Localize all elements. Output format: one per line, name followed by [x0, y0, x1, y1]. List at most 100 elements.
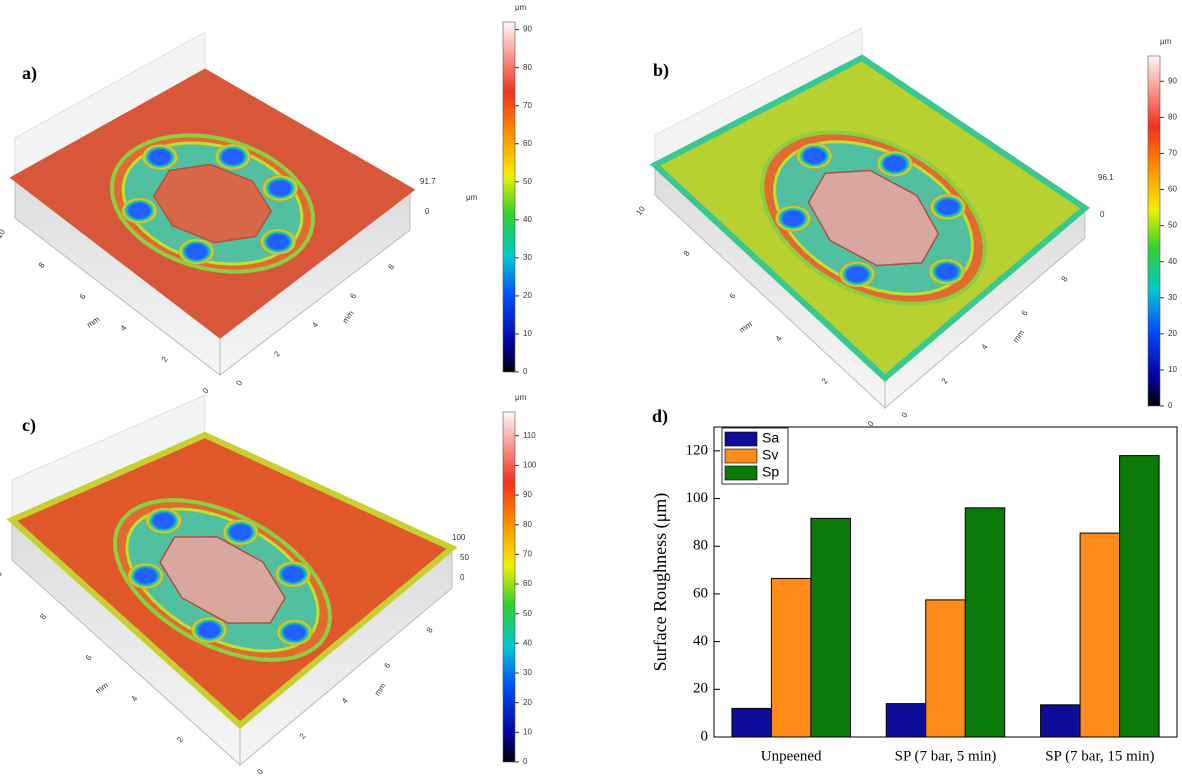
bar: [1080, 533, 1120, 737]
bar: [732, 708, 772, 737]
axis-tick-label: 4: [774, 334, 784, 343]
dimple: [277, 620, 313, 646]
colorbar-tick-label: 90: [1168, 76, 1177, 85]
bar: [771, 578, 811, 737]
colorbar-tick-label: 40: [523, 638, 532, 647]
axis-tick-label: 10: [0, 227, 7, 240]
dimple: [223, 519, 259, 545]
axis-tick-label: 4: [340, 696, 350, 705]
dimple: [796, 143, 832, 169]
dimple: [839, 261, 875, 287]
legend-label: Sp: [762, 464, 779, 480]
axis-tick-label: 4: [980, 342, 990, 351]
z-label: 50: [460, 553, 469, 562]
axis-tick-label: 6: [84, 653, 94, 662]
axis-tick-label: 4: [130, 694, 140, 703]
axis-unit: mm: [85, 314, 101, 329]
colorbar-tick-label: 40: [523, 215, 532, 224]
dimple: [775, 205, 811, 231]
axis-tick-label: 2: [820, 376, 830, 385]
axis-tick-label: 6: [382, 661, 392, 670]
axis-unit: mm: [94, 680, 110, 695]
x-tick-label: SP (7 bar, 5 min): [895, 748, 997, 764]
colorbar-tick-label: 60: [523, 139, 532, 148]
axis-unit: mm: [373, 681, 388, 697]
dimple: [128, 563, 164, 589]
colorbar-tick-label: 90: [523, 490, 532, 499]
x-tick-label: Unpeened: [761, 748, 822, 764]
colorbar-unit: μm: [515, 3, 527, 12]
colorbar-tick-label: 30: [523, 253, 532, 262]
z-label: 0: [1100, 210, 1105, 219]
colorbar-tick-label: 50: [523, 609, 532, 618]
axis-tick-label: 8: [1060, 274, 1070, 283]
axis-tick-label: 8: [682, 249, 692, 258]
axis-tick-label: 10: [634, 204, 647, 217]
bar: [811, 518, 851, 737]
axis-tick-label: 2: [272, 349, 282, 358]
axis-tick-label: 0: [201, 386, 211, 395]
axis-tick-label: 8: [37, 260, 47, 269]
z-unit: μm: [466, 193, 478, 202]
dimple: [191, 617, 227, 643]
bar: [1120, 456, 1160, 737]
y-tick-label: 100: [686, 490, 709, 506]
colorbar-tick-label: 0: [1168, 401, 1173, 410]
colorbar-tick-label: 0: [523, 757, 528, 766]
colorbar: [503, 22, 515, 372]
dimple: [260, 229, 296, 255]
z-label: 100: [452, 533, 466, 542]
dimple: [877, 151, 913, 177]
colorbar-tick-label: 10: [1168, 365, 1177, 374]
colorbar-tick-label: 70: [523, 549, 532, 558]
z-label: 91.7: [420, 177, 436, 186]
colorbar-tick-label: 90: [523, 25, 532, 34]
dimple: [929, 259, 965, 285]
panel-label: d): [652, 406, 668, 427]
colorbar-unit: μm: [1160, 37, 1172, 46]
colorbar-tick-label: 60: [1168, 185, 1177, 194]
z-label: 96.1: [1098, 173, 1114, 182]
axis-tick-label: 2: [175, 735, 185, 744]
x-tick-label: SP (7 bar, 15 min): [1045, 748, 1154, 764]
dimple: [179, 239, 215, 265]
legend-swatch: [725, 449, 757, 463]
dimple: [275, 561, 311, 587]
y-tick-label: 60: [693, 585, 708, 601]
axis-tick-label: 2: [298, 731, 308, 740]
axis-tick-label: 6: [78, 292, 88, 301]
colorbar-tick-label: 60: [523, 579, 532, 588]
dimple: [215, 144, 251, 170]
axis-tick-label: 2: [160, 355, 170, 364]
bar: [926, 600, 966, 737]
axis-unit: mm: [341, 309, 356, 325]
axis-unit: mm: [738, 319, 754, 334]
legend-label: Sv: [762, 447, 778, 463]
axis-tick-label: 0: [234, 378, 244, 387]
bar: [886, 704, 926, 737]
axis-tick-label: 4: [119, 323, 129, 332]
colorbar-tick-label: 30: [523, 668, 532, 677]
axis-tick-label: 6: [348, 291, 358, 300]
z-label: 0: [425, 207, 430, 216]
colorbar-tick-label: 100: [523, 460, 537, 469]
y-tick-label: 0: [701, 728, 709, 744]
legend-swatch: [725, 432, 757, 446]
colorbar: [503, 412, 515, 762]
bar: [965, 508, 1005, 737]
dimple: [146, 508, 182, 534]
dimple: [930, 194, 966, 220]
colorbar-tick-label: 30: [1168, 293, 1177, 302]
bar: [1041, 705, 1081, 737]
y-tick-label: 120: [686, 442, 709, 458]
panel-label: c): [22, 415, 36, 436]
panel-label: b): [653, 60, 669, 81]
colorbar-tick-label: 80: [523, 520, 532, 529]
y-tick-label: 40: [693, 633, 708, 649]
y-axis-label: Surface Roughness (μm): [650, 493, 671, 672]
axis-tick-label: 6: [728, 291, 738, 300]
axis-tick-label: 0: [255, 767, 265, 776]
colorbar-tick-label: 70: [523, 101, 532, 110]
dimple: [262, 175, 298, 201]
colorbar-tick-label: 80: [1168, 112, 1177, 121]
